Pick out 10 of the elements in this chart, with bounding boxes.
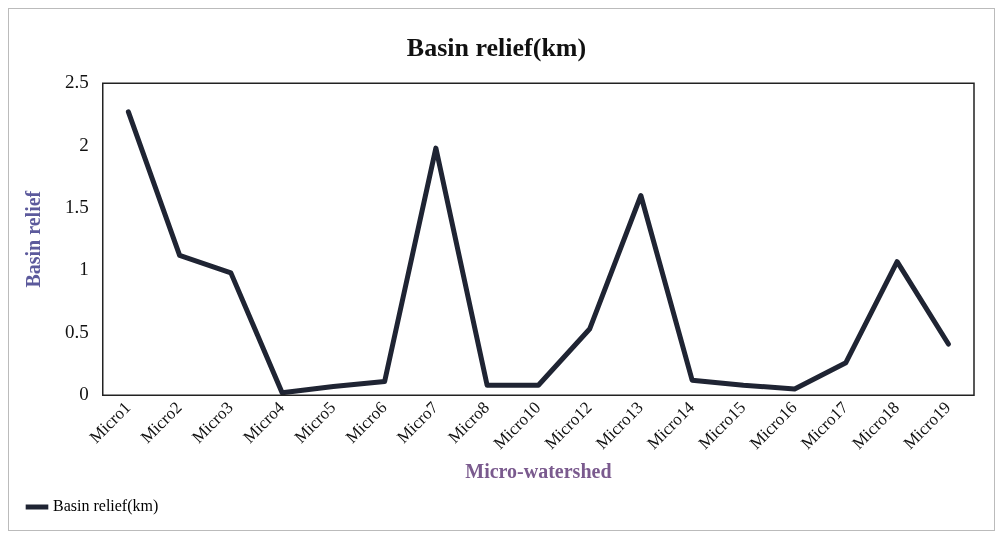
y-axis-title: Basin relief (22, 190, 45, 288)
chart-title: Basin relief(km) (406, 33, 587, 63)
x-axis-title: Micro-watershed (465, 460, 612, 483)
y-tick-label: 0.5 (65, 320, 89, 342)
y-tick-label: 0 (79, 383, 89, 405)
y-tick-label: 1.5 (65, 195, 89, 217)
y-tick-label: 2.5 (65, 71, 89, 93)
legend-label: Basin relief(km) (53, 497, 159, 516)
y-tick-label: 1 (79, 258, 89, 280)
y-tick-label: 2 (79, 133, 89, 155)
